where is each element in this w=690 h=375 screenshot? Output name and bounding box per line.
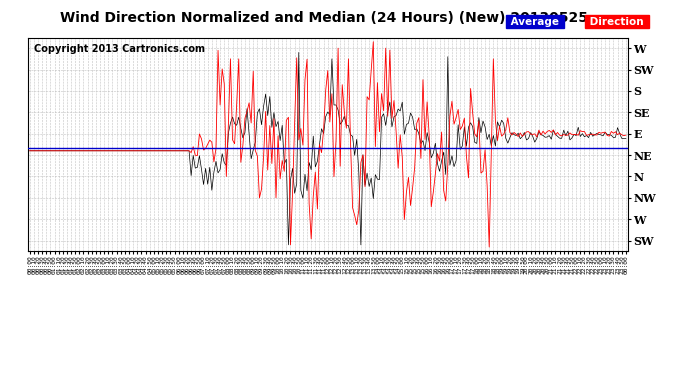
Text: Wind Direction Normalized and Median (24 Hours) (New) 20130525: Wind Direction Normalized and Median (24… — [60, 11, 589, 25]
Text: Copyright 2013 Cartronics.com: Copyright 2013 Cartronics.com — [34, 44, 205, 54]
Text: Average: Average — [507, 17, 563, 27]
Text: Direction: Direction — [586, 17, 648, 27]
